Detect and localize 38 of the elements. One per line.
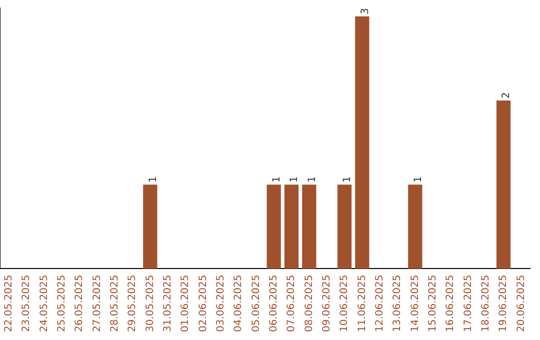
data-label: 1 [289,176,300,183]
x-tick-label: 20.06.2025 [516,274,527,332]
x-tick-label: 03.06.2025 [215,274,226,332]
x-tick-label: 30.05.2025 [144,274,156,332]
data-label: 1 [412,176,424,183]
x-tick-label: 26.05.2025 [74,274,86,332]
data-label: 1 [306,176,318,183]
x-tick-label: 27.05.2025 [92,274,103,332]
x-tick-label: 01.06.2025 [180,274,192,332]
data-label: 1 [342,176,354,183]
x-tick-label: 29.05.2025 [127,274,138,332]
x-tick-label: 24.05.2025 [38,274,50,332]
x-tick-label: 02.06.2025 [198,274,209,332]
x-tick-label: 11.06.2025 [356,274,368,332]
data-label: 3 [360,8,371,14]
x-tick-label: 12.06.2025 [374,274,386,332]
x-tick-label: 18.06.2025 [480,274,492,332]
x-tick-label: 10.06.2025 [339,274,350,332]
x-tick-label: 28.05.2025 [109,274,120,332]
x-tick-label: 13.06.2025 [392,274,404,332]
x-tick-label: 05.06.2025 [250,274,262,332]
x-tick-label: 31.05.2025 [162,274,174,332]
x-tick-label: 04.06.2025 [233,274,244,332]
x-tick-label: 07.06.2025 [286,274,298,332]
x-tick-label: 23.05.2025 [21,274,32,332]
x-tick-label: 14.06.2025 [410,274,421,332]
x-tick-label: 19.06.2025 [498,274,510,332]
x-tick-label: 06.06.2025 [268,274,280,332]
x-tick-label: 17.06.2025 [462,274,474,332]
data-label: 1 [148,176,159,183]
x-tick-label: 22.05.2025 [3,274,14,332]
x-tick-label: 15.06.2025 [427,274,438,332]
x-tick-label: 08.06.2025 [304,274,315,332]
x-tick-label: 09.06.2025 [321,274,332,332]
data-label: 1 [271,176,282,183]
data-label: 2 [501,92,512,99]
x-tick-label: 25.05.2025 [56,274,68,332]
x-tick-label: 16.06.2025 [445,274,456,332]
